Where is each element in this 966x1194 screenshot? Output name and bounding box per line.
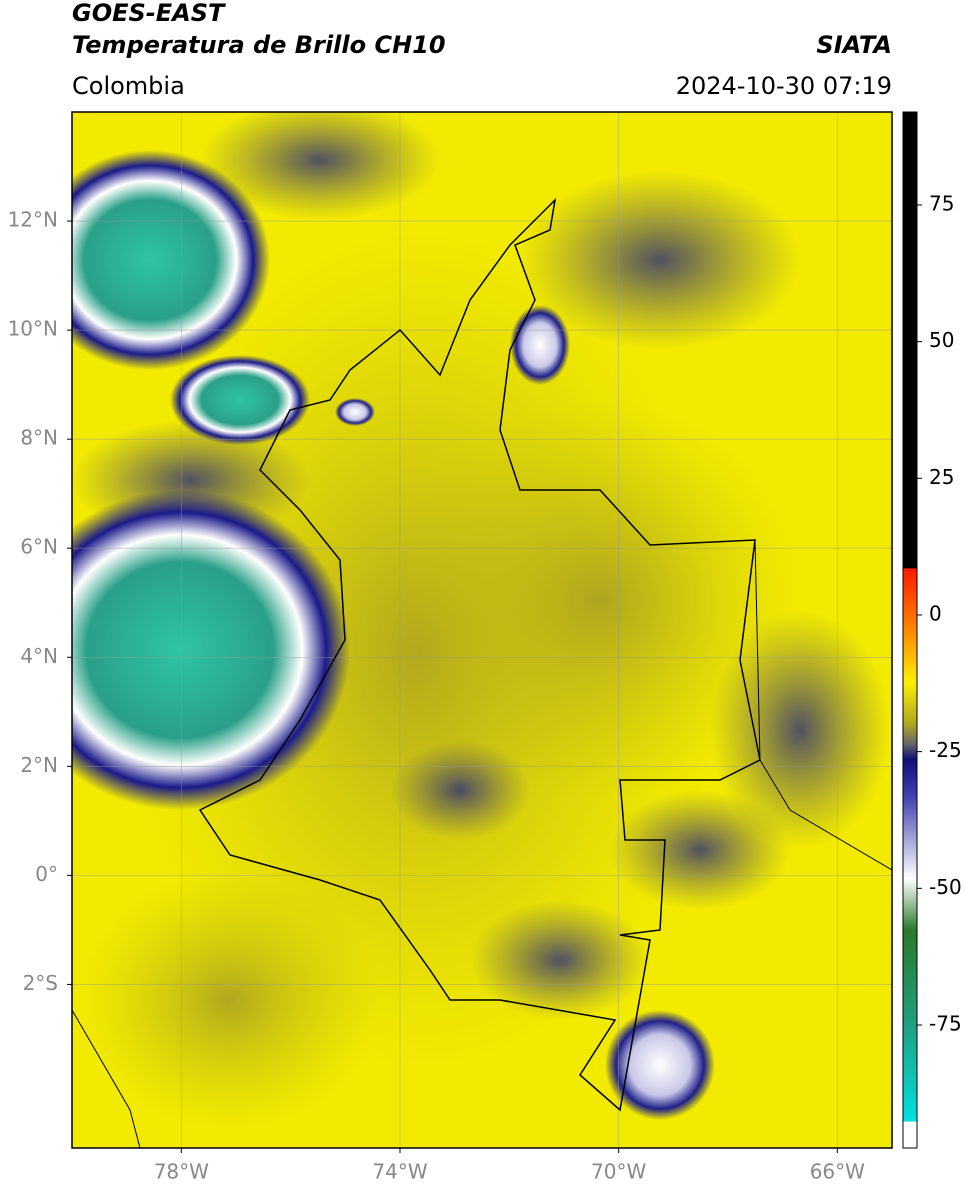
coastline [71, 1009, 141, 1149]
map-frame [71, 111, 893, 1149]
y-tick-label: 2°S [23, 971, 58, 995]
x-tick-label: 74°W [372, 1160, 427, 1184]
datetime-label: 2024-10-30 07:19 [676, 72, 892, 100]
colorbar-tick-label: -25 [929, 738, 962, 762]
x-tick-label: 66°W [810, 1160, 865, 1184]
colorbar-tick-label: 25 [929, 465, 954, 489]
colorbar-tick-label: 75 [929, 191, 954, 215]
neighbor-border [754, 539, 893, 871]
map-image [72, 112, 892, 1148]
y-tick-label: 12°N [8, 208, 58, 232]
y-tick-label: 8°N [20, 426, 58, 450]
colorbar [902, 111, 918, 1149]
colorbar-tick-label: 0 [929, 601, 942, 625]
colorbar-tick-label: 50 [929, 328, 954, 352]
y-tick-label: 2°N [20, 753, 58, 777]
colorbar-tick-label: -75 [929, 1011, 962, 1035]
y-tick-label: 10°N [8, 317, 58, 341]
x-tick-label: 78°W [154, 1160, 209, 1184]
graticule [72, 112, 892, 1148]
y-tick-label: 6°N [20, 535, 58, 559]
region-label: Colombia [72, 72, 185, 100]
colorbar-tick-label: -50 [929, 875, 962, 899]
x-tick-label: 70°W [591, 1160, 646, 1184]
y-tick-label: 0° [35, 862, 58, 886]
source-title: SIATA [816, 31, 892, 59]
product-title: Temperatura de Brillo CH10 [72, 31, 446, 59]
country-outline [198, 197, 761, 1112]
y-tick-label: 4°N [20, 644, 58, 668]
satellite-title: GOES-EAST [72, 0, 226, 27]
